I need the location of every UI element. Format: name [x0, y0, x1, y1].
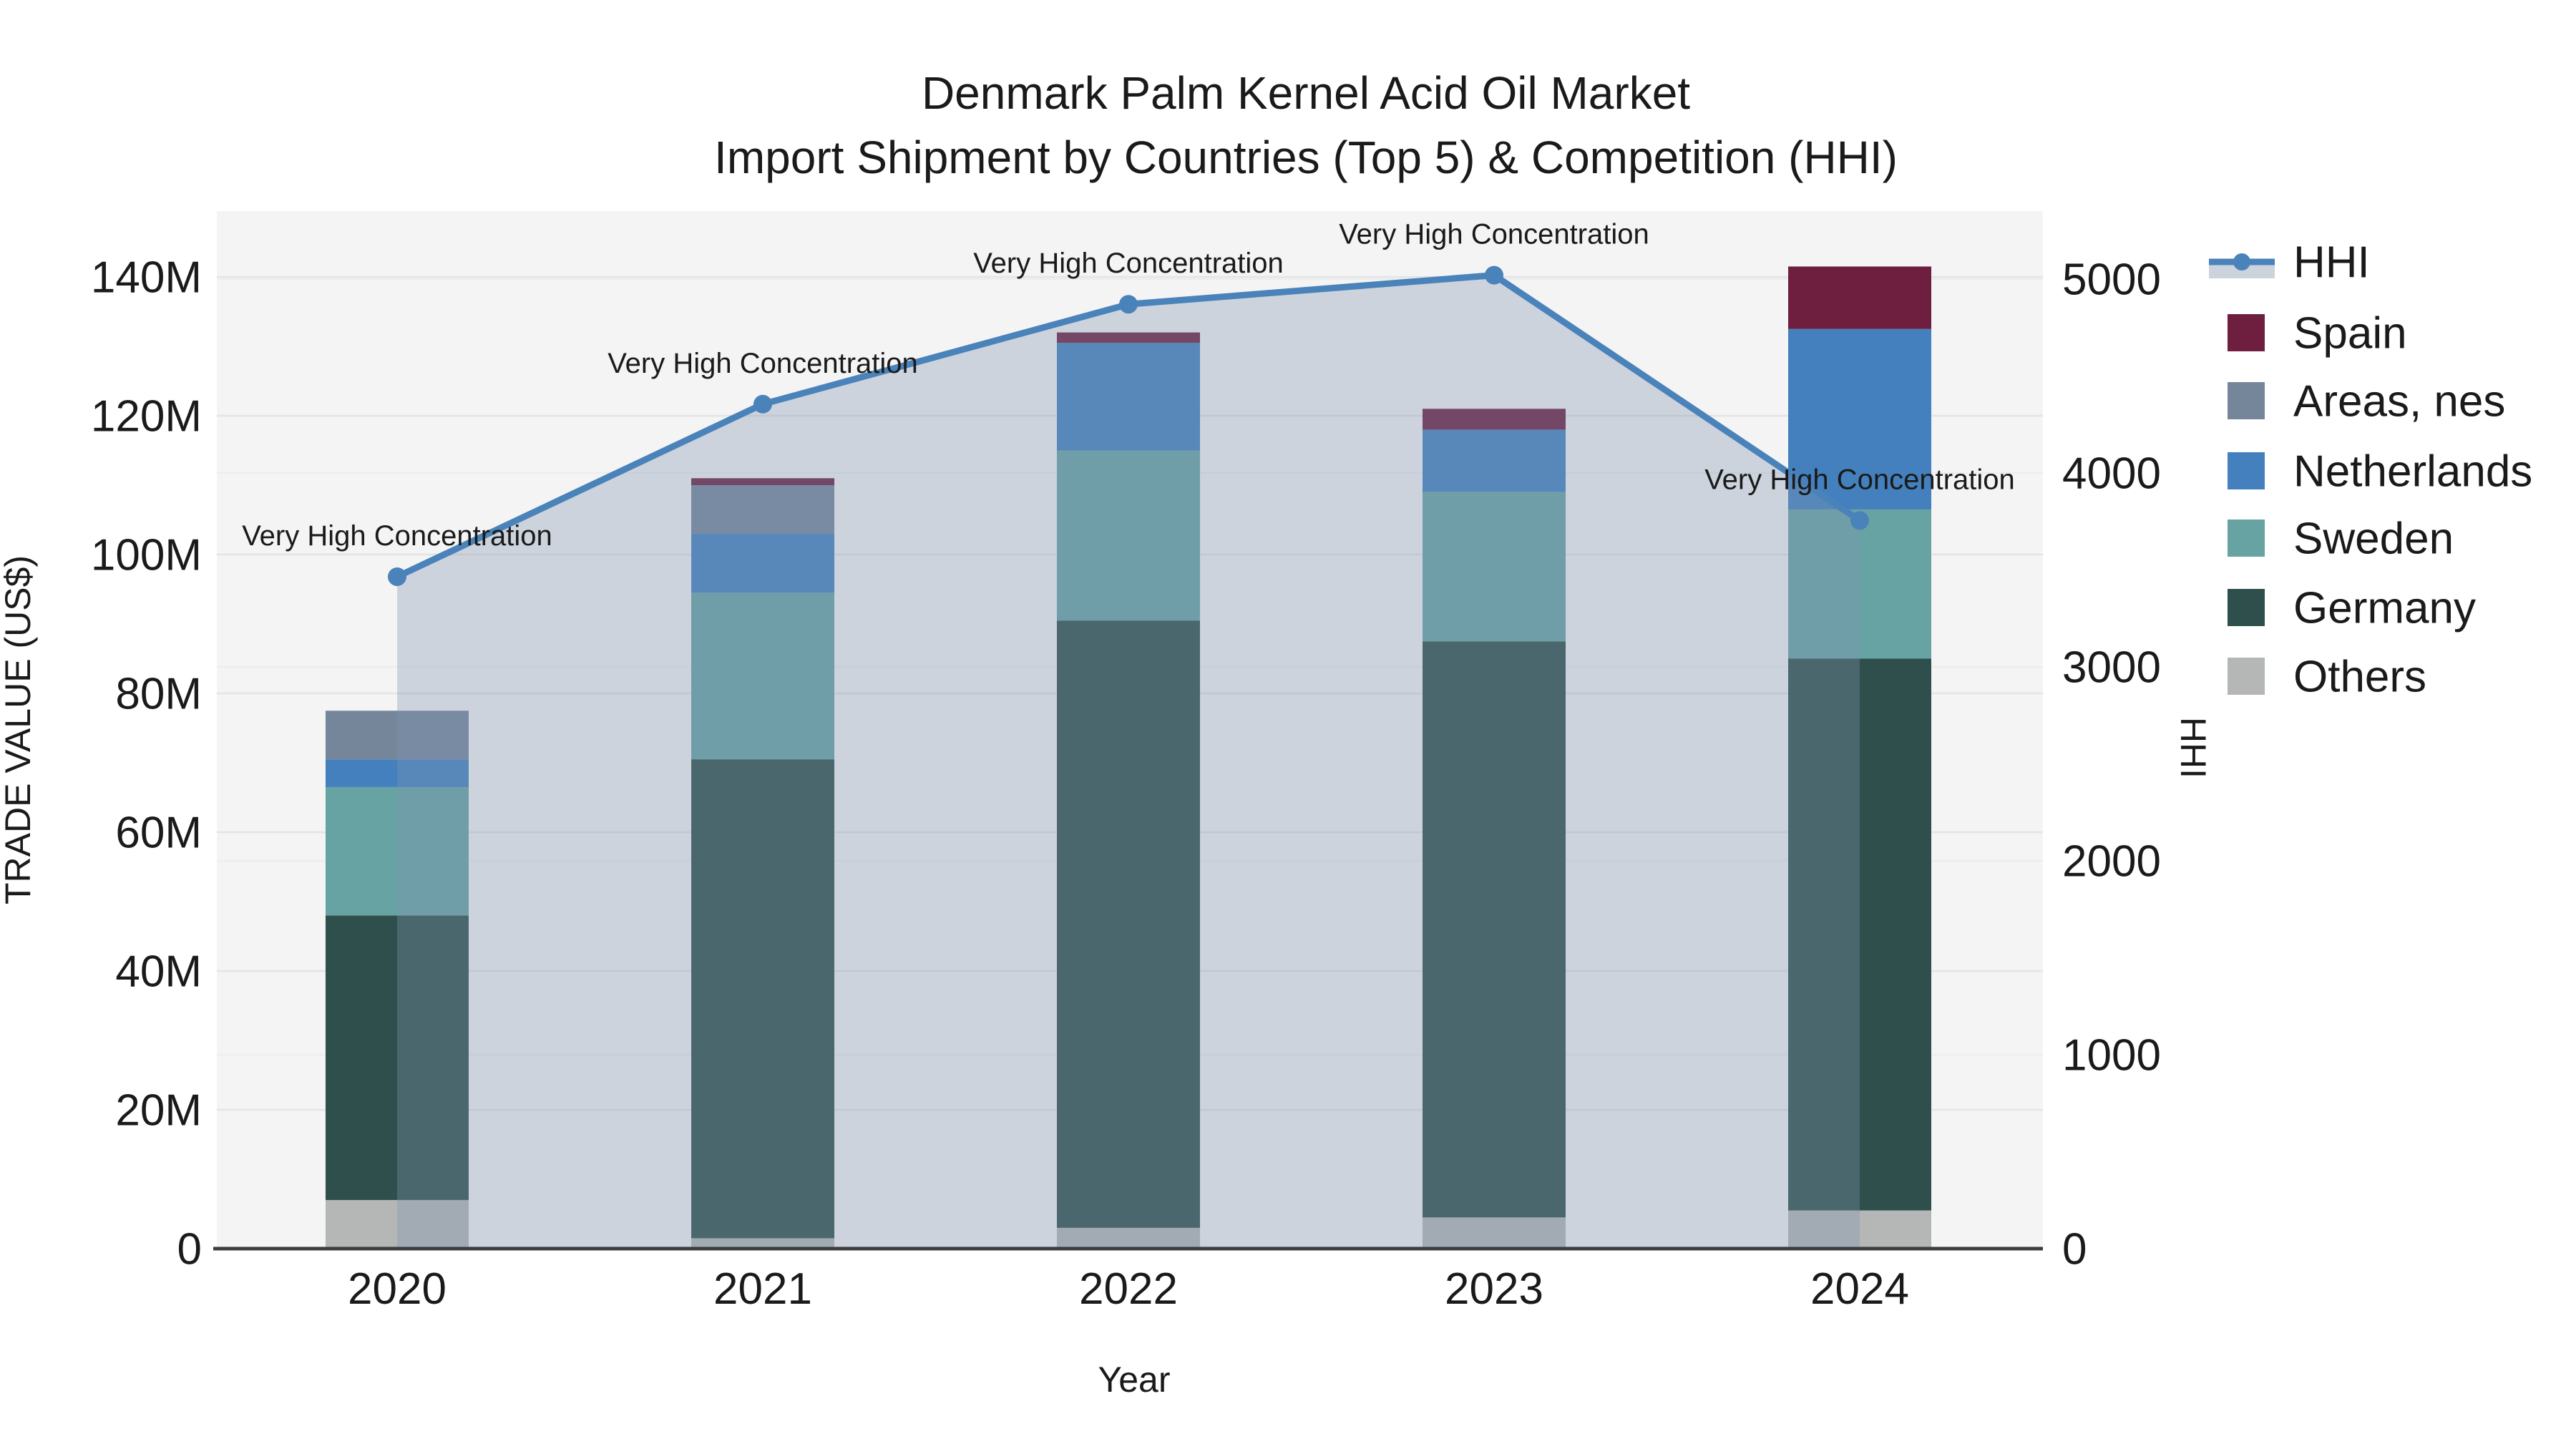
annotation-label-2023: Very High Concentration — [1339, 219, 1649, 250]
bar-segment-netherlands-2022 — [1057, 343, 1200, 451]
y-tick-label-left: 60M — [115, 809, 202, 858]
x-tick-label-2021: 2021 — [713, 1264, 812, 1314]
bar-segment-netherlands-2021 — [691, 533, 834, 593]
bar-segment-spain-2022 — [1057, 332, 1200, 343]
bar-segment-others-2022 — [1057, 1227, 1200, 1249]
y-tick-label-right: 0 — [2062, 1225, 2087, 1274]
bar-segment-netherlands-2023 — [1423, 429, 1566, 492]
y-tick-label-right: 3000 — [2062, 643, 2161, 693]
hhi-marker-2020 — [388, 567, 406, 586]
bar-segment-sweden-2023 — [1423, 492, 1566, 642]
legend-label-sweden: Sweden — [2293, 514, 2454, 564]
hhi-marker-2023 — [1485, 265, 1503, 285]
hhi-marker-2022 — [1119, 295, 1138, 314]
y-axis-title-left: TRADE VALUE (US$) — [0, 555, 38, 904]
bar-segment-germany-2023 — [1423, 641, 1566, 1218]
y-tick-label-left: 140M — [91, 253, 202, 303]
bar-segment-others-2023 — [1423, 1217, 1566, 1249]
y-axis-title-right: HHI — [2173, 717, 2213, 779]
y-tick-label-left: 100M — [91, 531, 202, 580]
y-tick-label-right: 2000 — [2062, 837, 2161, 887]
x-tick-label-2020: 2020 — [348, 1264, 447, 1314]
y-tick-label-right: 5000 — [2062, 255, 2161, 305]
y-tick-label-right: 4000 — [2062, 449, 2161, 499]
bar-segment-germany-2020 — [326, 915, 469, 1201]
hhi-marker-2021 — [753, 394, 772, 414]
annotation-label-2020: Very High Concentration — [242, 520, 552, 552]
bar-segment-netherlands-2024 — [1788, 328, 1931, 509]
annotation-label-2024: Very High Concentration — [1704, 464, 2015, 495]
bar-segment-germany-2024 — [1788, 658, 1931, 1211]
legend-swatch-sweden — [2228, 519, 2265, 557]
legend-swatch-areas-nes — [2228, 382, 2265, 419]
y-tick-label-left: 120M — [91, 392, 202, 441]
legend-label-others: Others — [2293, 653, 2426, 702]
bar-segment-sweden-2020 — [326, 786, 469, 916]
x-tick-label-2023: 2023 — [1445, 1264, 1543, 1314]
y-tick-label-left: 0 — [177, 1225, 202, 1274]
legend-hhi-marker-sample — [2233, 253, 2250, 270]
bar-segment-areas-nes-2020 — [326, 711, 469, 760]
y-tick-label-left: 80M — [115, 670, 202, 719]
legend-label-netherlands: Netherlands — [2293, 447, 2532, 497]
legend-swatch-netherlands — [2228, 452, 2265, 489]
bar-segment-areas-nes-2021 — [691, 485, 834, 534]
plot-layer: Very High Concentration Very High Concent… — [91, 211, 2161, 1314]
annotation-label-2022: Very High Concentration — [973, 248, 1284, 279]
bar-segment-sweden-2024 — [1788, 509, 1931, 659]
legend-label-spain: Spain — [2293, 309, 2407, 358]
x-tick-label-2024: 2024 — [1810, 1264, 1909, 1314]
chart-title-line2: Import Shipment by Countries (Top 5) & C… — [714, 132, 1898, 183]
bar-segment-germany-2021 — [691, 759, 834, 1239]
bar-segment-germany-2022 — [1057, 620, 1200, 1228]
bar-segment-others-2024 — [1788, 1210, 1931, 1249]
legend-swatch-spain — [2228, 314, 2265, 351]
bar-segment-others-2020 — [326, 1200, 469, 1249]
legend-swatch-others — [2228, 658, 2265, 695]
y-tick-label-right: 1000 — [2062, 1031, 2161, 1080]
legend: HHI Spain Areas, nes Netherlands Sweden Germa… — [2209, 238, 2532, 702]
annotation-label-2021: Very High Concentration — [608, 348, 918, 379]
bar-segment-netherlands-2020 — [326, 759, 469, 787]
hhi-area-fill — [397, 275, 1860, 1249]
bar-segment-sweden-2022 — [1057, 450, 1200, 621]
hhi-marker-2024 — [1850, 511, 1869, 530]
legend-label-germany: Germany — [2293, 584, 2476, 633]
bar-segment-spain-2023 — [1423, 409, 1566, 430]
legend-swatch-germany — [2228, 589, 2265, 626]
y-tick-label-left: 20M — [115, 1086, 202, 1136]
legend-label-areas-nes: Areas, nes — [2293, 377, 2505, 426]
bar-segment-others-2021 — [691, 1238, 834, 1249]
bar-segment-spain-2021 — [691, 478, 834, 485]
x-tick-label-2022: 2022 — [1079, 1264, 1178, 1314]
x-axis-title: Year — [1098, 1360, 1170, 1400]
bar-segment-spain-2024 — [1788, 266, 1931, 329]
y-tick-label-left: 40M — [115, 947, 202, 997]
chart-title-line1: Denmark Palm Kernel Acid Oil Market — [922, 67, 1690, 119]
bar-segment-sweden-2021 — [691, 592, 834, 760]
legend-label-hhi: HHI — [2293, 238, 2370, 288]
